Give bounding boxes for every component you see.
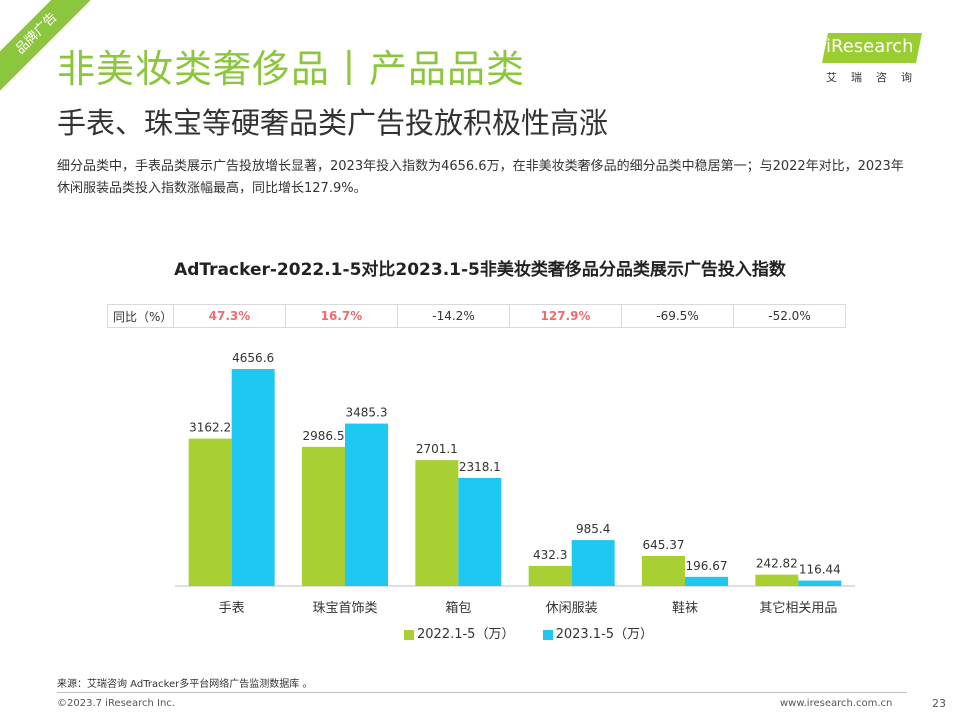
yoy-value: -14.2% [397, 304, 510, 328]
footer-divider [57, 692, 907, 693]
source-note: 来源：艾瑞咨询 AdTracker多平台网络广告监测数据库 。 [57, 679, 313, 690]
x-tick-label: 珠宝首饰类 [312, 601, 377, 616]
bar-2023 [458, 477, 502, 586]
data-label: 196.67 [686, 559, 728, 573]
logo-background [822, 33, 922, 63]
legend-swatch-2022 [404, 629, 414, 640]
data-label: 242.82 [756, 557, 798, 571]
bar-2023 [571, 540, 615, 586]
yoy-value: -52.0% [733, 304, 846, 328]
copyright-text: ©2023.7 iResearch Inc. [57, 698, 175, 709]
yoy-row: 同比（%） 47.3% 16.7% -14.2% 127.9% -69.5% -… [107, 304, 846, 328]
data-label: 2701.1 [416, 442, 458, 456]
bar-2022 [302, 446, 345, 586]
yoy-value: 16.7% [285, 304, 398, 328]
data-label: 985.4 [576, 522, 610, 536]
yoy-table: 同比（%） 47.3% 16.7% -14.2% 127.9% -69.5% -… [107, 304, 846, 328]
page-title: 非美妆类奢侈品丨产品品类 [57, 47, 526, 91]
legend-label-2023: 2023.1-5（万） [555, 627, 654, 642]
chart-legend: 2022.1-5（万） 2023.1-5（万） [404, 623, 677, 642]
bar-2022 [755, 574, 799, 586]
iresearch-logo: iResearch [822, 33, 928, 63]
bar-2023 [685, 576, 728, 586]
yoy-value: 127.9% [509, 304, 622, 328]
website-link[interactable]: www.iresearch.com.cn [780, 698, 893, 709]
yoy-value: -69.5% [621, 304, 734, 328]
x-tick-label: 手表 [219, 601, 245, 616]
bar-2022 [188, 438, 232, 586]
yoy-value: 47.3% [173, 304, 286, 328]
data-label: 2318.1 [459, 460, 501, 474]
data-label: 4656.6 [232, 351, 274, 365]
legend-item-2022: 2022.1-5（万） [404, 623, 514, 642]
data-label: 3162.2 [189, 421, 231, 435]
x-tick-label: 其它相关用品 [759, 600, 837, 616]
x-tick-label: 箱包 [445, 600, 471, 616]
legend-item-2023: 2023.1-5（万） [542, 623, 654, 642]
page-number: 23 [932, 697, 946, 710]
bar-2022 [415, 460, 459, 586]
bar-2022 [642, 555, 685, 586]
description-text: 细分品类中，手表品类展示广告投放增长显著，2023年投入指数为4656.6万，在… [57, 159, 904, 196]
bar-2023 [345, 423, 388, 586]
x-tick-label: 鞋袜 [672, 600, 698, 616]
legend-label-2022: 2022.1-5（万） [417, 627, 515, 642]
yoy-label: 同比（%） [107, 304, 174, 328]
x-tick-label: 休闲服装 [546, 601, 598, 616]
data-label: 116.44 [799, 563, 841, 577]
page-subtitle: 手表、珠宝等硬奢品类广告投放积极性高涨 [57, 106, 609, 140]
legend-swatch-2023 [542, 629, 553, 640]
data-label: 645.37 [643, 538, 685, 552]
bar-2023 [231, 369, 275, 586]
logo-name: iResearch [826, 36, 914, 57]
logo-subtitle: 艾瑞咨询 [826, 71, 926, 84]
data-label: 3485.3 [346, 406, 388, 420]
data-label: 432.3 [533, 548, 567, 562]
chart-title: AdTracker-2022.1-5对比2023.1-5非美妆类奢侈品分品类展示… [174, 260, 786, 280]
data-label: 2986.5 [303, 429, 345, 443]
bar-2022 [528, 565, 572, 586]
bar-2023 [798, 580, 842, 586]
